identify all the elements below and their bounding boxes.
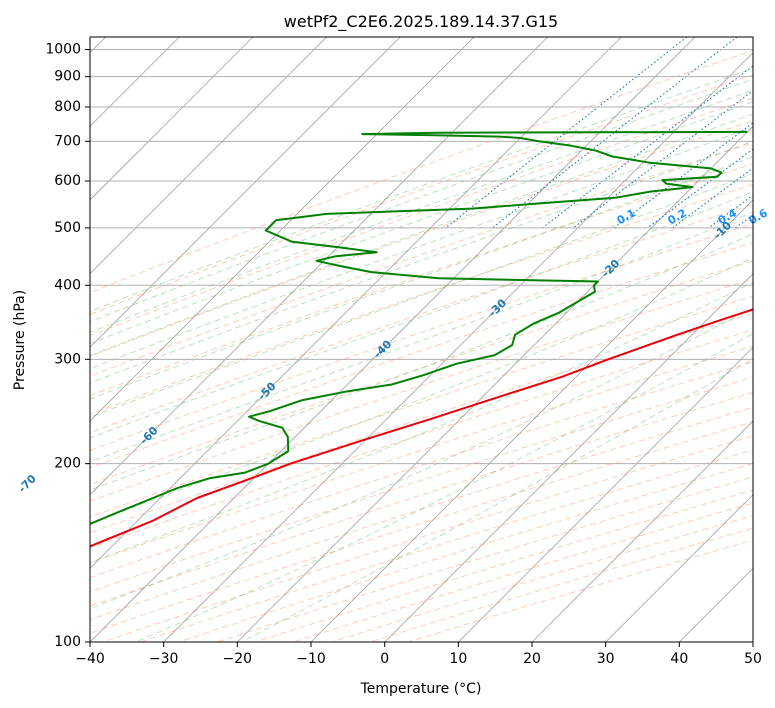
moist-adiabat-line	[90, 281, 753, 563]
x-axis: −40 −30 −20 −10 0 10 20 30 40 50	[75, 642, 762, 667]
dry-adiabat-line	[90, 295, 753, 518]
x-tick-label: 0	[380, 651, 389, 667]
dry-adiabat-line	[369, 527, 753, 642]
dry-adiabat-line	[90, 97, 753, 337]
moist-adiabat-line	[241, 358, 753, 642]
dry-adiabat-line	[90, 50, 753, 294]
y-tick-label: 600	[54, 173, 81, 189]
mixing-ratio-line	[492, 37, 738, 229]
y-tick-label: 1000	[45, 42, 81, 58]
x-axis-title: Temperature (°C)	[360, 681, 482, 697]
isotherm-line	[90, 37, 696, 642]
x-tick-label: 50	[744, 651, 762, 667]
dry-adiabat-line	[178, 463, 753, 642]
moist-adiabat-line	[90, 257, 753, 524]
y-tick-label: 400	[54, 277, 81, 293]
isotherm-line	[90, 37, 475, 422]
y-tick-label: 300	[54, 351, 81, 367]
dewpoint-profile-line	[90, 130, 748, 526]
temperature-profile-line	[90, 308, 753, 548]
mixing-ratio-line	[445, 37, 688, 229]
moist-adiabat-line	[90, 126, 753, 370]
moist-adiabat-line	[90, 172, 753, 418]
isotherm-line	[90, 37, 254, 201]
x-tick-label: 30	[597, 651, 615, 667]
background-lines	[90, 37, 753, 642]
mixing-ratio-line	[708, 194, 753, 229]
dry-adiabat-line	[331, 515, 753, 642]
isotherm-line	[90, 37, 401, 348]
dry-adiabat-line	[407, 539, 753, 642]
x-tick-label: −40	[75, 651, 105, 667]
dry-adiabat-line	[90, 329, 753, 549]
dry-adiabat-line	[90, 312, 753, 534]
x-tick-label: −10	[296, 651, 326, 667]
dry-adiabat-line	[90, 421, 753, 634]
y-tick-label: 200	[54, 456, 81, 472]
dry-adiabat-line	[140, 449, 753, 642]
x-tick-label: 40	[670, 651, 688, 667]
y-tick-label: 100	[54, 634, 81, 650]
moist-adiabat-line	[90, 78, 753, 323]
plot-frame	[89, 36, 754, 643]
y-axis: 100 200 300 400 500 600 700 800 900 1000	[45, 42, 90, 650]
x-tick-label: 20	[523, 651, 541, 667]
moist-adiabat-line	[90, 211, 753, 463]
isotherm-line	[310, 199, 753, 642]
y-tick-label: 800	[54, 99, 81, 115]
x-tick-label: 10	[449, 651, 467, 667]
isotherm-line	[90, 37, 327, 275]
x-tick-label: −20	[223, 651, 253, 667]
y-axis-title: Pressure (hPa)	[12, 290, 28, 390]
profile-series	[90, 130, 753, 548]
isotherm-line	[90, 37, 548, 496]
moist-adiabat-line	[90, 156, 753, 400]
y-tick-label: 900	[54, 69, 81, 85]
isotherm-line	[531, 420, 753, 642]
moist-adiabat-line	[90, 140, 753, 384]
moist-adiabat-line	[90, 113, 753, 357]
chart-title: wetPf2_C2E6.2025.189.14.37.G15	[284, 12, 558, 32]
isotherm-line	[458, 346, 753, 642]
moist-adiabat-line	[135, 333, 753, 642]
dry-adiabat-line	[102, 435, 753, 642]
isotherm-line	[237, 125, 753, 642]
y-tick-label: 500	[54, 220, 81, 236]
moist-adiabat-line	[90, 67, 753, 312]
dry-adiabat-line	[90, 120, 753, 357]
isotherm-line	[384, 273, 753, 642]
dry-adiabat-line	[90, 406, 753, 621]
isotherm-line	[605, 494, 753, 642]
moist-adiabat-line	[90, 233, 753, 491]
isotherm-line	[163, 52, 753, 642]
x-tick-label: −30	[149, 651, 179, 667]
dry-adiabat-line	[90, 392, 753, 607]
moist-adiabat-line	[90, 89, 753, 333]
y-tick-label: 700	[54, 133, 81, 149]
